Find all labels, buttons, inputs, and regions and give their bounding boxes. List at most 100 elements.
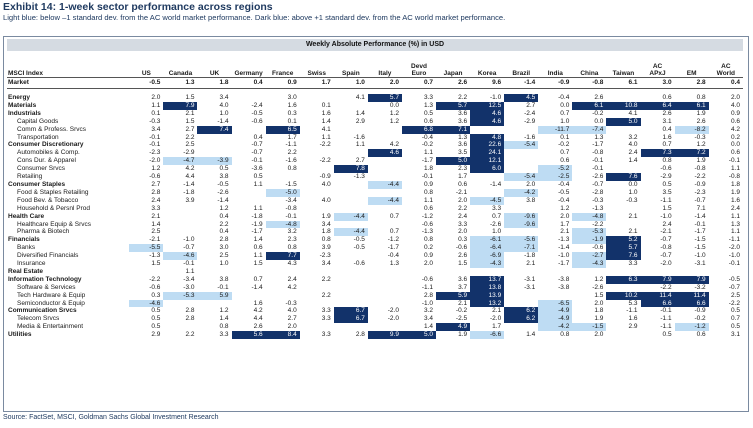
table-cell: 2.6 bbox=[594, 94, 604, 101]
table-row: Health Care 2.1 0.4 -1.8 -0.1 1.9 -4.4 0.7 -1.2 2… bbox=[7, 212, 743, 221]
table-cell: -0.7 bbox=[251, 149, 263, 157]
table-cell: 3.6 bbox=[458, 109, 468, 117]
table-row: Consumer Srvcs 1.2 4.2 0.5 -3.6 0.8 7.8 1.8 2.3 6… bbox=[7, 165, 743, 174]
table-cell: -2.0 bbox=[728, 244, 740, 252]
table-cell: 4.2 bbox=[287, 283, 297, 291]
table-cell: 1.4 bbox=[628, 157, 638, 165]
table-cell bbox=[368, 173, 402, 181]
table-cell: 0.7 bbox=[389, 212, 399, 220]
performance-table-frame: Weekly Absolute Performance (%) in USD M… bbox=[3, 36, 749, 412]
table-cell: -0.5 bbox=[217, 180, 229, 188]
table-cell: 2.1 bbox=[560, 228, 570, 236]
table-cell: 1.1 bbox=[253, 204, 263, 212]
table-cell: 0.0 bbox=[560, 101, 570, 109]
table-cell: 1.9 bbox=[696, 157, 706, 165]
index-column-header: MSCI Index bbox=[7, 53, 130, 78]
table-cell: 1.3 bbox=[594, 133, 604, 141]
table-cell bbox=[606, 205, 640, 213]
table-cell: 0.6 bbox=[423, 117, 434, 125]
table-cell: 1.1 bbox=[253, 252, 263, 260]
table-cell: 4.2 bbox=[730, 125, 740, 133]
table-cell: 13.9 bbox=[470, 291, 505, 300]
table-cell: 3.7 bbox=[458, 283, 468, 291]
table-cell bbox=[470, 126, 504, 134]
table-row: Communication Srvcs 0.5 2.8 1.2 4.2 4.0 3.3 6.7… bbox=[7, 307, 743, 316]
row-label: Consumer Staples bbox=[8, 180, 66, 188]
table-cell: 3.3 bbox=[219, 331, 229, 339]
table-cell: 3.4 bbox=[321, 260, 331, 268]
table-cell: -2.3 bbox=[694, 188, 706, 196]
table-cell: 1.0 bbox=[628, 188, 638, 196]
row-label: Consumer Srvcs bbox=[17, 165, 66, 173]
table-cell: 3.1 bbox=[662, 117, 672, 125]
table-cell: 2.4 bbox=[730, 204, 740, 212]
table-cell: 1.3 bbox=[458, 133, 468, 141]
table-cell bbox=[368, 276, 402, 284]
table-cell: -0.1 bbox=[285, 212, 297, 220]
row-label: Comm & Profess. Srvcs bbox=[17, 125, 86, 133]
table-cell: 0.4 bbox=[253, 133, 263, 141]
table-cell: -2.1 bbox=[149, 236, 161, 244]
table-cell: -0.5 bbox=[251, 109, 263, 117]
table-cell: 2.1 bbox=[628, 212, 638, 220]
table-cell: 0.9 bbox=[423, 252, 434, 260]
table-cell: 1.2 bbox=[219, 307, 229, 315]
column-header: Canada bbox=[163, 53, 198, 78]
table-cell: -1.5 bbox=[694, 236, 706, 244]
table-cell: -0.1 bbox=[149, 141, 161, 149]
table-cell: 3.3 bbox=[458, 220, 468, 228]
table-cell: 3.3 bbox=[423, 94, 434, 101]
table-cell: -0.2 bbox=[694, 315, 706, 323]
table-cell: 1.1 bbox=[253, 180, 263, 188]
table-cell: -1.3 bbox=[149, 252, 161, 260]
table-cell bbox=[300, 268, 334, 276]
table-cell: -1.9 bbox=[251, 220, 263, 228]
table-cell: -0.5 bbox=[353, 244, 365, 252]
table-cell bbox=[334, 181, 368, 189]
table-cell bbox=[232, 94, 266, 102]
table-cell: -1.0 bbox=[728, 252, 740, 260]
table-cell: -2.2 bbox=[319, 157, 331, 165]
table-cell: 3.0 bbox=[219, 244, 229, 252]
table-cell: 2.1 bbox=[628, 228, 638, 236]
sector-performance-table: MSCI Index US Canada UK Germany France Swiss S… bbox=[7, 53, 743, 340]
table-cell bbox=[266, 292, 300, 300]
table-row: Industrials 0.1 2.1 1.0 -0.5 0.3 1.6 1.4 1.2 0.5 3… bbox=[7, 109, 743, 118]
column-header: AC World bbox=[708, 53, 743, 78]
table-cell: 4.3 bbox=[287, 260, 297, 268]
table-cell: 3.4 bbox=[321, 220, 331, 228]
table-cell: 1.8 bbox=[197, 77, 232, 89]
table-cell: -1.7 bbox=[694, 228, 706, 236]
table-cell: 1.6 bbox=[253, 299, 263, 307]
table-cell bbox=[470, 173, 504, 181]
table-cell: 3.9 bbox=[185, 196, 195, 204]
table-cell bbox=[504, 268, 538, 276]
table-cell: 2.1 bbox=[185, 109, 195, 117]
table-cell: 2.9 bbox=[151, 331, 161, 339]
column-header: Germany bbox=[231, 53, 266, 78]
table-cell: -1.2 bbox=[387, 236, 399, 244]
table-cell: 2.6 bbox=[253, 323, 263, 331]
table-cell: -4.4 bbox=[333, 228, 368, 237]
table-cell: -4.3 bbox=[470, 260, 505, 268]
table-cell bbox=[504, 323, 538, 331]
table-cell bbox=[334, 189, 368, 197]
table-cell: 1.2 bbox=[219, 204, 229, 212]
table-cell: 4.1 bbox=[628, 109, 638, 117]
table-cell: 22.6 bbox=[470, 141, 505, 150]
row-label: Tech Hardware & Equip bbox=[17, 291, 86, 299]
source-note: Source: FactSet, MSCI, Goldman Sachs Glo… bbox=[3, 414, 219, 421]
table-cell: 7.9 bbox=[640, 275, 675, 284]
table-cell: 0.8 bbox=[696, 94, 706, 101]
table-cell bbox=[163, 323, 197, 331]
table-cell bbox=[197, 300, 231, 308]
table-cell: 0.8 bbox=[662, 157, 672, 165]
table-cell: 0.6 bbox=[458, 180, 468, 188]
table-cell bbox=[709, 268, 743, 276]
table-cell: -0.8 bbox=[660, 244, 672, 252]
table-cell: 0.5 bbox=[730, 323, 740, 331]
table-cell: 1.8 bbox=[423, 165, 434, 173]
table-cell: -0.4 bbox=[558, 196, 570, 204]
table-cell: 0.5 bbox=[423, 109, 434, 117]
row-label: Food Bev. & Tobacco bbox=[17, 196, 79, 204]
